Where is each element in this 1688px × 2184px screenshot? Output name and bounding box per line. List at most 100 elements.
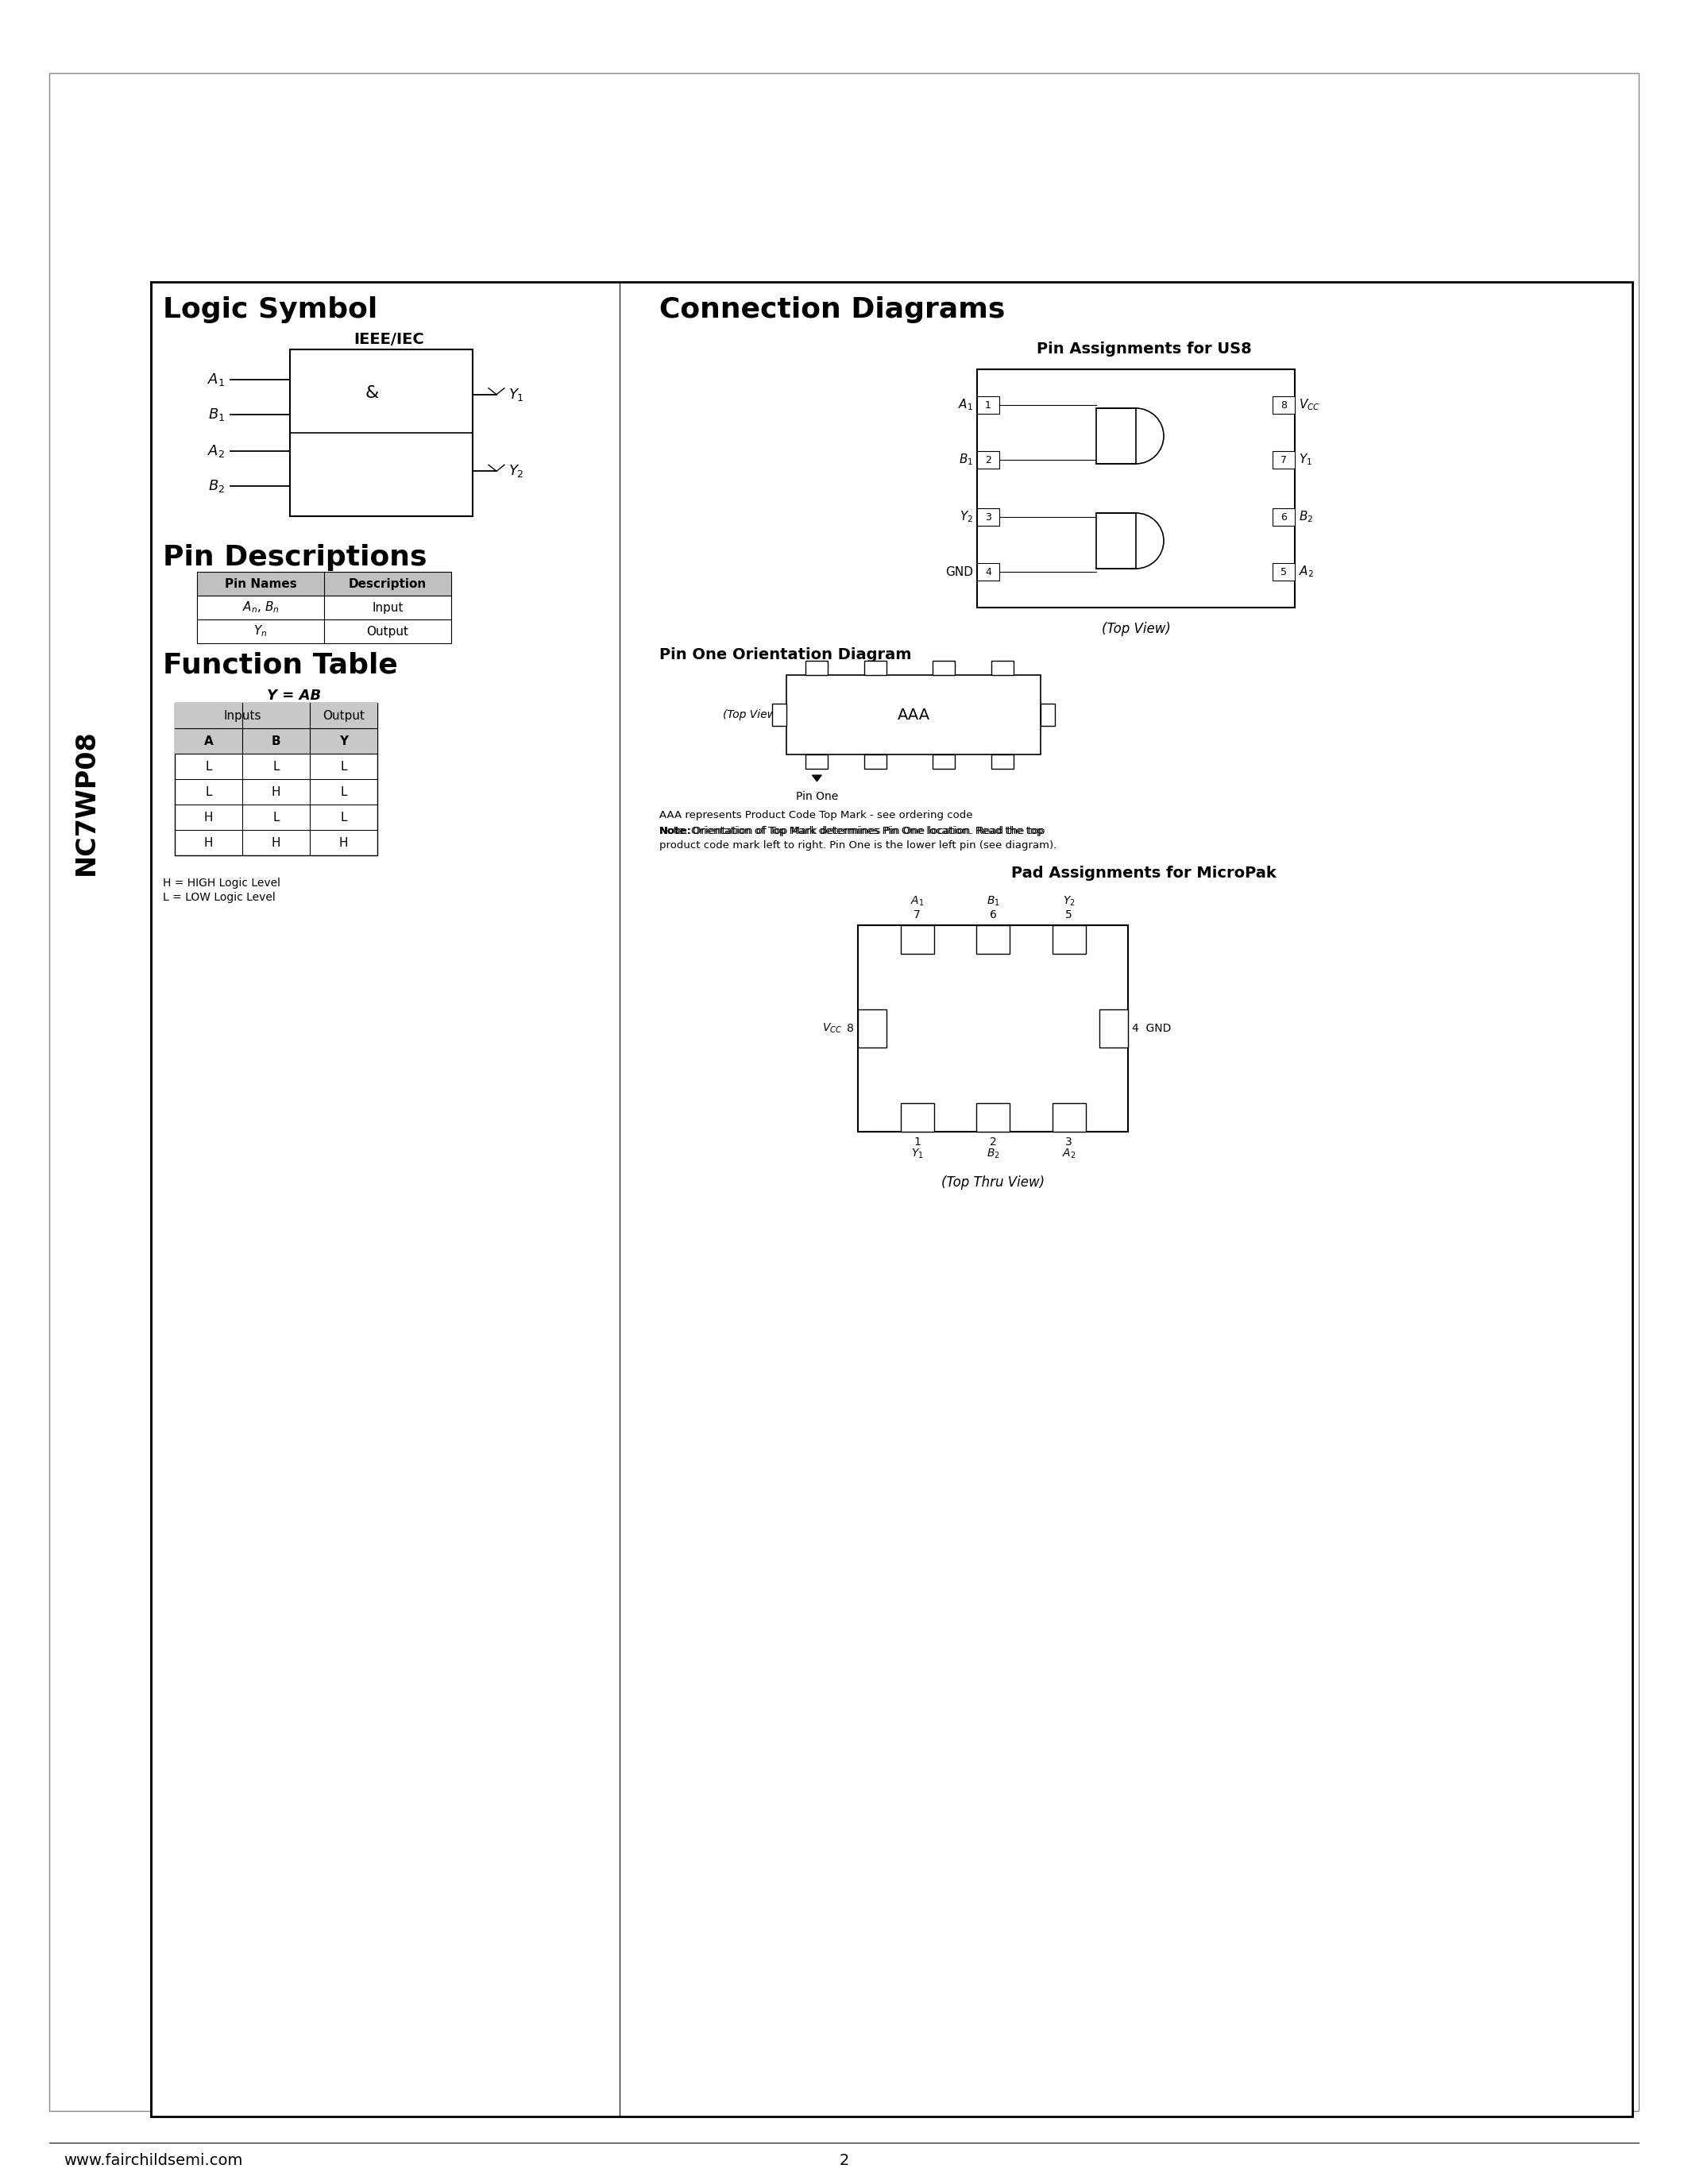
Text: $A_2$: $A_2$ bbox=[1062, 1147, 1075, 1160]
Text: Pin Descriptions: Pin Descriptions bbox=[162, 544, 427, 570]
Text: $A_2$: $A_2$ bbox=[1298, 563, 1313, 579]
Text: $B_1$: $B_1$ bbox=[986, 895, 999, 909]
Text: Y = AB: Y = AB bbox=[267, 688, 321, 703]
Text: 2: 2 bbox=[986, 454, 991, 465]
Text: $B_1$: $B_1$ bbox=[959, 452, 972, 467]
Text: $B_2$: $B_2$ bbox=[208, 478, 225, 494]
Bar bbox=[1273, 395, 1295, 413]
Text: L: L bbox=[273, 810, 280, 823]
Text: H: H bbox=[272, 786, 280, 797]
Bar bbox=[976, 1103, 1009, 1131]
Bar bbox=[900, 926, 933, 954]
Text: Function Table: Function Table bbox=[162, 651, 398, 679]
Bar bbox=[933, 753, 955, 769]
Text: 8: 8 bbox=[1281, 400, 1286, 411]
Text: Output: Output bbox=[366, 625, 408, 638]
Text: product code mark left to right. Pin One is the lower left pin (see diagram).: product code mark left to right. Pin One… bbox=[660, 841, 1057, 850]
Text: Note:: Note: bbox=[660, 826, 692, 836]
Bar bbox=[977, 369, 1295, 607]
Bar bbox=[771, 703, 787, 725]
Bar bbox=[176, 703, 378, 856]
Text: H: H bbox=[272, 836, 280, 850]
Polygon shape bbox=[812, 775, 822, 782]
Text: IEEE/IEC: IEEE/IEC bbox=[354, 332, 424, 347]
Text: Connection Diagrams: Connection Diagrams bbox=[660, 297, 1004, 323]
Text: Inputs: Inputs bbox=[223, 710, 262, 721]
Bar bbox=[977, 395, 999, 413]
Text: AAA: AAA bbox=[898, 708, 930, 723]
Text: $A_2$: $A_2$ bbox=[208, 443, 225, 459]
Text: H: H bbox=[204, 810, 213, 823]
Bar bbox=[1273, 452, 1295, 470]
Bar bbox=[787, 675, 1040, 753]
Text: L: L bbox=[341, 760, 348, 773]
Text: $B_2$: $B_2$ bbox=[1298, 509, 1313, 524]
Text: $Y_1$: $Y_1$ bbox=[508, 387, 525, 402]
Bar bbox=[933, 662, 955, 675]
Text: 2: 2 bbox=[839, 2153, 849, 2169]
Text: Pin Assignments for US8: Pin Assignments for US8 bbox=[1036, 341, 1251, 356]
Text: 5: 5 bbox=[1281, 566, 1286, 577]
Text: $B_2$: $B_2$ bbox=[986, 1147, 999, 1160]
Text: $V_{CC}$: $V_{CC}$ bbox=[822, 1022, 842, 1035]
Bar bbox=[290, 349, 473, 515]
Text: H = HIGH Logic Level: H = HIGH Logic Level bbox=[162, 878, 280, 889]
Bar bbox=[311, 703, 378, 727]
Text: &: & bbox=[365, 384, 380, 400]
Text: 6: 6 bbox=[1281, 511, 1286, 522]
Bar bbox=[197, 596, 451, 620]
Text: AAA represents Product Code Top Mark - see ordering code: AAA represents Product Code Top Mark - s… bbox=[660, 810, 972, 821]
Text: $A_1$: $A_1$ bbox=[910, 895, 923, 909]
Text: H: H bbox=[204, 836, 213, 850]
Bar bbox=[1096, 513, 1136, 568]
Text: Logic Symbol: Logic Symbol bbox=[162, 297, 378, 323]
Text: www.fairchildsemi.com: www.fairchildsemi.com bbox=[64, 2153, 243, 2169]
Bar bbox=[1273, 509, 1295, 526]
Text: Pin One Orientation Diagram: Pin One Orientation Diagram bbox=[660, 646, 912, 662]
Bar bbox=[1040, 703, 1055, 725]
Text: H: H bbox=[339, 836, 348, 850]
Text: Orientation of Top Mark determines Pin One location. Read the top: Orientation of Top Mark determines Pin O… bbox=[692, 826, 1045, 836]
Text: NC7WP08: NC7WP08 bbox=[73, 729, 100, 876]
Text: $B_1$: $B_1$ bbox=[208, 406, 225, 422]
Bar bbox=[858, 1009, 886, 1048]
Text: $Y_2$: $Y_2$ bbox=[959, 509, 972, 524]
Text: L = LOW Logic Level: L = LOW Logic Level bbox=[162, 891, 275, 902]
Text: L: L bbox=[341, 810, 348, 823]
Text: $Y_2$: $Y_2$ bbox=[1062, 895, 1075, 909]
Bar bbox=[976, 926, 1009, 954]
Bar bbox=[977, 452, 999, 470]
Text: 1: 1 bbox=[913, 1136, 920, 1147]
Bar bbox=[858, 926, 1128, 1131]
Text: Pad Assignments for MicroPak: Pad Assignments for MicroPak bbox=[1011, 865, 1276, 880]
Text: L: L bbox=[206, 760, 213, 773]
Bar bbox=[1052, 1103, 1085, 1131]
Bar bbox=[864, 662, 886, 675]
Text: $Y_1$: $Y_1$ bbox=[1298, 452, 1312, 467]
Bar bbox=[176, 703, 311, 727]
Text: 2: 2 bbox=[989, 1136, 996, 1147]
Text: $Y_1$: $Y_1$ bbox=[912, 1147, 923, 1160]
Bar bbox=[805, 662, 829, 675]
Text: 3: 3 bbox=[1065, 1136, 1072, 1147]
Text: Description: Description bbox=[349, 579, 427, 590]
Bar bbox=[900, 1103, 933, 1131]
Text: (Top Thru View): (Top Thru View) bbox=[942, 1175, 1045, 1190]
Bar bbox=[991, 662, 1013, 675]
Text: $V_{CC}$: $V_{CC}$ bbox=[1298, 397, 1320, 413]
Text: 3: 3 bbox=[986, 511, 991, 522]
Text: A: A bbox=[204, 736, 213, 747]
Text: GND: GND bbox=[945, 566, 972, 579]
Text: Pin Names: Pin Names bbox=[225, 579, 297, 590]
Text: $A_1$: $A_1$ bbox=[208, 371, 225, 387]
Text: Y: Y bbox=[339, 736, 348, 747]
Bar bbox=[1273, 563, 1295, 581]
Bar bbox=[150, 282, 1632, 2116]
Bar bbox=[805, 753, 829, 769]
Bar bbox=[197, 620, 451, 644]
Bar bbox=[977, 563, 999, 581]
Text: $Y_2$: $Y_2$ bbox=[508, 463, 523, 478]
Text: 5: 5 bbox=[1065, 909, 1072, 919]
Bar bbox=[864, 753, 886, 769]
Text: 7: 7 bbox=[913, 909, 920, 919]
